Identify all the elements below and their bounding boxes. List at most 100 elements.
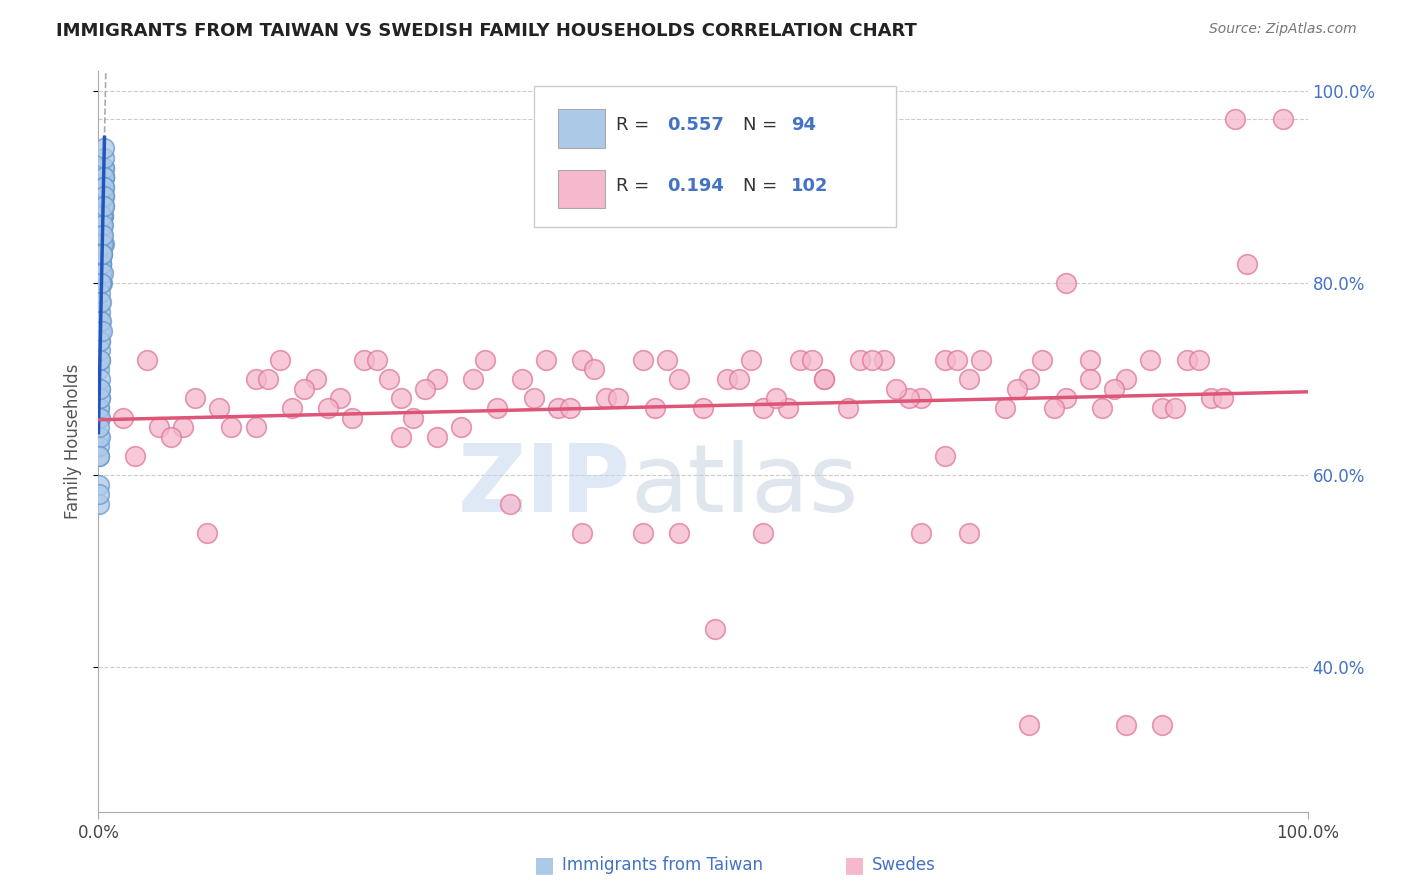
Point <box>87 430 110 444</box>
FancyBboxPatch shape <box>558 169 605 209</box>
Point <box>523 391 546 405</box>
Text: 0.557: 0.557 <box>666 117 724 135</box>
Y-axis label: Family Households: Family Households <box>65 364 83 519</box>
Point <box>377 372 399 386</box>
Point <box>245 420 267 434</box>
Point <box>91 189 114 203</box>
Point <box>1175 352 1198 367</box>
Point <box>644 401 666 415</box>
Point <box>89 449 111 463</box>
Point <box>93 170 115 185</box>
Text: 102: 102 <box>792 178 828 195</box>
Point <box>1018 372 1040 386</box>
Point <box>90 276 112 290</box>
Point <box>281 401 304 415</box>
Point <box>111 410 134 425</box>
Point <box>90 247 112 261</box>
Point <box>765 391 787 405</box>
Point <box>93 199 115 213</box>
Point <box>93 170 115 185</box>
Point <box>534 352 557 367</box>
Text: R =: R = <box>616 117 655 135</box>
Point <box>1007 382 1029 396</box>
Point <box>89 362 111 376</box>
Point <box>89 420 111 434</box>
Point <box>93 151 115 165</box>
Point <box>1152 718 1174 732</box>
Point <box>93 161 115 175</box>
Point <box>90 227 112 242</box>
Point <box>208 401 231 415</box>
Point <box>89 401 111 415</box>
Point <box>1042 401 1064 415</box>
Point <box>426 430 449 444</box>
Point <box>91 227 114 242</box>
Point <box>91 179 114 194</box>
Point <box>90 237 112 252</box>
Point <box>1223 112 1246 127</box>
Point <box>1163 401 1185 415</box>
Point <box>860 352 883 367</box>
Point <box>91 209 114 223</box>
Point <box>1115 718 1137 732</box>
Point <box>934 352 956 367</box>
Text: ZIP: ZIP <box>457 440 630 532</box>
Point <box>89 372 111 386</box>
Point <box>91 189 114 203</box>
Point <box>245 372 267 386</box>
Point <box>305 372 328 386</box>
Point <box>474 352 496 367</box>
Point <box>91 218 114 232</box>
Point <box>91 209 114 223</box>
Point <box>89 449 111 463</box>
Point <box>90 276 112 290</box>
Point <box>389 391 412 405</box>
Point <box>897 391 920 405</box>
Point <box>89 295 111 310</box>
Point <box>93 237 115 252</box>
Point <box>89 391 111 405</box>
Point <box>1054 276 1077 290</box>
Point <box>1115 372 1137 386</box>
Point <box>1078 352 1101 367</box>
Point <box>329 391 352 405</box>
Point <box>1018 718 1040 732</box>
Point <box>692 401 714 415</box>
Point <box>90 314 112 328</box>
Point <box>873 352 896 367</box>
Point <box>91 218 114 232</box>
Point <box>87 478 110 492</box>
Text: atlas: atlas <box>630 440 859 532</box>
Point <box>91 227 114 242</box>
Point <box>413 382 436 396</box>
Point <box>89 430 111 444</box>
Point <box>292 382 315 396</box>
Point <box>93 161 115 175</box>
Point <box>90 295 112 310</box>
Point <box>124 449 146 463</box>
Point <box>89 439 111 453</box>
Point <box>728 372 751 386</box>
Text: IMMIGRANTS FROM TAIWAN VS SWEDISH FAMILY HOUSEHOLDS CORRELATION CHART: IMMIGRANTS FROM TAIWAN VS SWEDISH FAMILY… <box>56 22 917 40</box>
Point <box>91 247 114 261</box>
Point <box>1139 352 1161 367</box>
Point <box>463 372 485 386</box>
Point <box>91 218 114 232</box>
Point <box>93 266 115 280</box>
Point <box>89 391 111 405</box>
Point <box>1031 352 1053 367</box>
Point <box>93 179 115 194</box>
Point <box>583 362 606 376</box>
Point <box>90 237 112 252</box>
Point <box>93 179 115 194</box>
Point <box>91 199 114 213</box>
Point <box>135 352 157 367</box>
Point <box>1102 382 1125 396</box>
Point <box>91 189 114 203</box>
Point <box>366 352 388 367</box>
Point <box>93 189 115 203</box>
Text: N =: N = <box>742 117 783 135</box>
Text: N =: N = <box>742 178 783 195</box>
Point <box>498 497 520 511</box>
Point <box>87 497 110 511</box>
